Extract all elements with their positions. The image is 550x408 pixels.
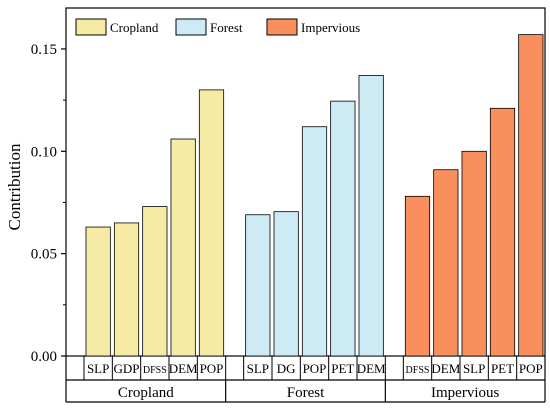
category-tick-label: PET (491, 361, 514, 376)
category-tick-label: PET (331, 361, 354, 376)
category-tick-label: DEM (169, 361, 198, 376)
bar (170, 138, 196, 357)
category-tick-label: SLP (87, 361, 109, 376)
category-tick-label: SLP (463, 361, 485, 376)
legend-label: Cropland (110, 20, 159, 35)
y-tick-label: 0.05 (31, 247, 57, 263)
group-label: Impervious (431, 385, 499, 401)
bar (273, 211, 299, 357)
legend-swatch (266, 18, 298, 36)
bar (518, 34, 544, 357)
bar (113, 222, 140, 357)
category-tick-label: DEM (357, 361, 386, 376)
legend-label: Impervious (301, 20, 360, 35)
bar (245, 214, 271, 357)
category-tick-label: GDP (113, 361, 139, 376)
legend-label: Forest (210, 20, 243, 35)
y-tick-label: 0.15 (31, 42, 57, 58)
category-tick-label: SLP (247, 361, 269, 376)
bar (301, 126, 328, 357)
category-tick-label: DEM (431, 361, 460, 376)
bar (489, 107, 516, 357)
bar (142, 206, 168, 357)
bar (198, 89, 225, 357)
bar (461, 150, 487, 357)
bar (404, 195, 431, 357)
bars (85, 34, 544, 357)
category-tick-label: POP (200, 361, 224, 376)
legend-swatch (175, 18, 207, 36)
bar (85, 226, 111, 357)
group-label: Forest (287, 385, 325, 401)
bar (433, 169, 459, 357)
category-tick-label: DG (277, 361, 296, 376)
y-tick-label: 0.10 (31, 144, 57, 160)
category-tick-label: DFSS (143, 365, 167, 376)
y-axis-label: Contribution (5, 143, 24, 230)
category-tick-label: POP (303, 361, 327, 376)
category-tick-label: POP (519, 361, 543, 376)
bar (330, 100, 356, 357)
y-tick-label: 0.00 (31, 349, 57, 365)
group-label: Cropland (118, 385, 174, 401)
y-axis: 0.00 0.05 0.10 0.15 (31, 42, 66, 365)
bar (358, 75, 384, 357)
category-tick-label: DFSS (406, 365, 430, 376)
legend-swatch (75, 18, 107, 36)
legend: Cropland Forest Impervious (75, 18, 360, 36)
